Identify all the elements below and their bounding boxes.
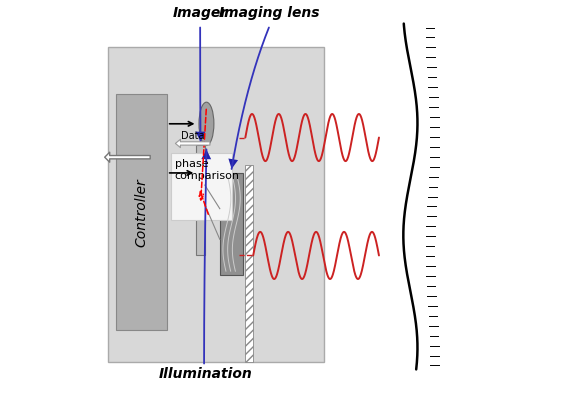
Text: Imaging lens: Imaging lens bbox=[219, 6, 319, 20]
Polygon shape bbox=[201, 149, 211, 159]
FancyBboxPatch shape bbox=[220, 173, 243, 275]
Text: Controller: Controller bbox=[134, 178, 148, 246]
FancyBboxPatch shape bbox=[108, 47, 324, 362]
FancyBboxPatch shape bbox=[196, 145, 205, 255]
FancyBboxPatch shape bbox=[116, 94, 167, 330]
Polygon shape bbox=[195, 132, 205, 141]
Text: Illumination: Illumination bbox=[159, 367, 253, 381]
Polygon shape bbox=[228, 158, 238, 169]
Ellipse shape bbox=[199, 102, 214, 145]
Text: Imager: Imager bbox=[173, 6, 228, 20]
FancyBboxPatch shape bbox=[171, 153, 232, 220]
FancyBboxPatch shape bbox=[245, 165, 253, 362]
Text: Data: Data bbox=[181, 132, 204, 141]
Text: phase
comparison: phase comparison bbox=[174, 159, 240, 181]
